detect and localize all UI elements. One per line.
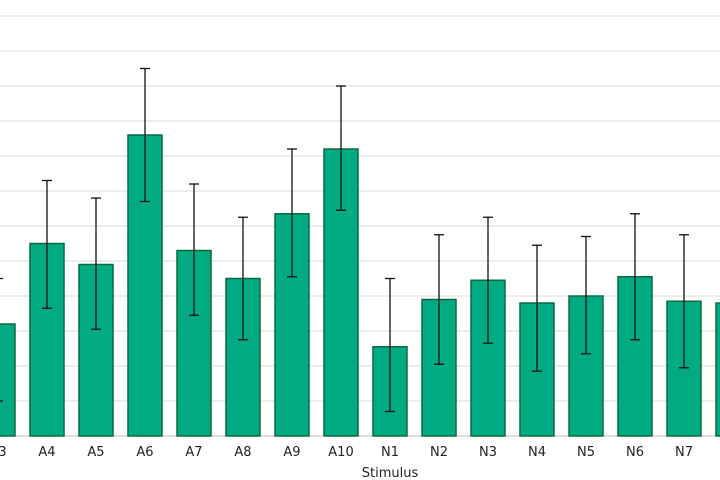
error-bar-a5 [91, 197, 101, 330]
bar-a9 [274, 213, 310, 437]
error-bar-n6 [630, 213, 640, 341]
error-bar-a10 [336, 85, 346, 211]
error-bar-a7 [189, 183, 199, 316]
bars [0, 134, 720, 437]
x-tick-label: N3 [479, 445, 497, 460]
bar-n8 [715, 302, 720, 437]
error-bar-a6 [140, 67, 150, 203]
error-bars [0, 67, 689, 413]
x-tick-label: A9 [283, 445, 300, 460]
x-tick-label: A8 [234, 445, 251, 460]
error-bar-n7 [679, 234, 689, 369]
x-tick-label: N7 [675, 445, 693, 460]
x-tick-label: A6 [136, 445, 153, 460]
x-tick-label: N6 [626, 445, 644, 460]
error-bar-n1 [385, 277, 395, 413]
error-bar-a8 [238, 216, 248, 341]
error-bar-n3 [483, 216, 493, 344]
error-bar-a4 [42, 179, 52, 309]
x-tick-label: A10 [328, 445, 353, 460]
x-tick-label: N1 [381, 445, 399, 460]
bar-a5 [78, 263, 114, 437]
x-tick-label: A4 [38, 445, 55, 460]
error-bar-n4 [532, 244, 542, 372]
error-bar-n2 [434, 234, 444, 365]
bar-n7 [666, 300, 702, 437]
x-tick-labels: A3A4A5A6A7A8A9A10N1N2N3N4N5N6N7N8 [0, 445, 693, 460]
bar-a3 [0, 323, 16, 437]
bar-n3 [470, 279, 506, 437]
x-tick-label: A7 [185, 445, 202, 460]
x-axis-title: Stimulus [362, 466, 419, 480]
x-tick-label: N4 [528, 445, 546, 460]
x-tick-label: A5 [87, 445, 104, 460]
error-bar-a9 [287, 148, 297, 278]
error-bar-n5 [581, 235, 591, 355]
x-tick-label: N5 [577, 445, 595, 460]
x-tick-label: A3 [0, 445, 7, 460]
bar-a4 [29, 242, 65, 437]
x-tick-label: N2 [430, 445, 448, 460]
error-bar-a3 [0, 277, 3, 402]
